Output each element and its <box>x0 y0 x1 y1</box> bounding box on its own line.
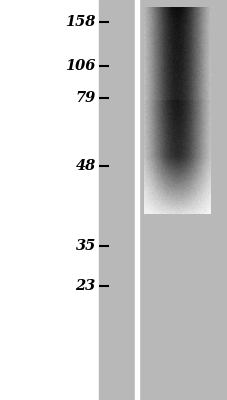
Text: 158: 158 <box>65 15 95 29</box>
Bar <box>99 0 134 400</box>
Bar <box>138 0 227 400</box>
Text: 48: 48 <box>75 159 95 173</box>
Text: 35: 35 <box>75 239 95 253</box>
Text: 23: 23 <box>75 279 95 293</box>
Bar <box>134 0 138 400</box>
Text: 79: 79 <box>75 91 95 105</box>
Text: 106: 106 <box>65 59 95 73</box>
